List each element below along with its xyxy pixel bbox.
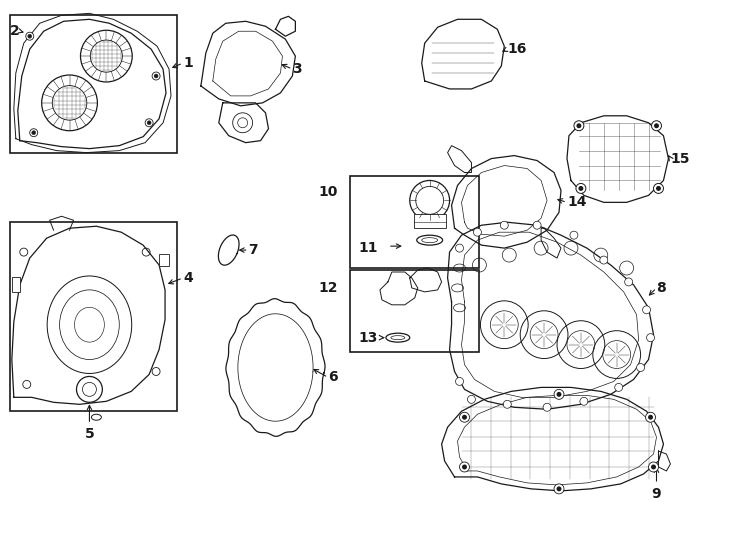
Circle shape: [456, 244, 463, 252]
Polygon shape: [219, 235, 239, 265]
Circle shape: [600, 256, 608, 264]
Circle shape: [574, 121, 584, 131]
Bar: [159, 254, 169, 266]
Polygon shape: [18, 19, 166, 148]
Circle shape: [647, 334, 655, 342]
Polygon shape: [219, 103, 269, 143]
Text: 11: 11: [358, 241, 377, 255]
Bar: [414, 214, 446, 228]
Polygon shape: [226, 299, 325, 436]
Text: 8: 8: [656, 281, 666, 295]
Circle shape: [152, 72, 160, 80]
Circle shape: [456, 377, 463, 386]
Text: 1: 1: [183, 56, 193, 70]
Circle shape: [642, 306, 650, 314]
Polygon shape: [451, 156, 561, 248]
Circle shape: [533, 221, 541, 229]
Circle shape: [26, 32, 34, 40]
Text: 12: 12: [319, 281, 338, 295]
Bar: [12, 278, 20, 292]
Text: 2: 2: [10, 24, 20, 38]
Circle shape: [649, 462, 658, 472]
Ellipse shape: [386, 333, 410, 342]
Polygon shape: [50, 217, 73, 230]
Circle shape: [543, 403, 551, 411]
Text: 7: 7: [249, 243, 258, 257]
Polygon shape: [12, 226, 165, 404]
Circle shape: [468, 395, 476, 403]
Polygon shape: [567, 116, 669, 202]
Polygon shape: [380, 272, 418, 305]
Text: 4: 4: [183, 271, 193, 285]
Circle shape: [473, 228, 482, 236]
Circle shape: [459, 412, 470, 422]
Circle shape: [576, 184, 586, 193]
Text: 15: 15: [670, 152, 690, 166]
Circle shape: [459, 462, 470, 472]
Bar: [350, 270, 479, 352]
Text: 9: 9: [652, 487, 661, 501]
Polygon shape: [422, 19, 504, 89]
Circle shape: [646, 412, 655, 422]
Circle shape: [32, 131, 36, 134]
Circle shape: [154, 74, 158, 78]
Circle shape: [147, 121, 151, 125]
Polygon shape: [275, 16, 295, 36]
Text: 14: 14: [567, 195, 586, 210]
Polygon shape: [448, 146, 471, 172]
Circle shape: [636, 363, 644, 372]
Circle shape: [504, 400, 512, 408]
Circle shape: [556, 392, 562, 397]
Circle shape: [570, 231, 578, 239]
Circle shape: [462, 415, 467, 420]
Circle shape: [30, 129, 37, 137]
Text: 3: 3: [292, 62, 302, 76]
Text: 6: 6: [328, 370, 338, 384]
Ellipse shape: [417, 235, 443, 245]
Circle shape: [652, 121, 661, 131]
Circle shape: [28, 34, 32, 38]
Circle shape: [410, 180, 449, 220]
Circle shape: [576, 123, 581, 128]
Polygon shape: [658, 451, 670, 471]
Circle shape: [653, 184, 664, 193]
Text: 5: 5: [84, 427, 94, 441]
Circle shape: [501, 221, 508, 229]
Circle shape: [554, 389, 564, 400]
Circle shape: [145, 119, 153, 127]
Circle shape: [651, 464, 656, 469]
Polygon shape: [541, 228, 561, 258]
Bar: [350, 177, 479, 268]
Ellipse shape: [92, 414, 101, 420]
Polygon shape: [201, 21, 295, 106]
Text: 10: 10: [319, 185, 338, 199]
Polygon shape: [442, 387, 664, 491]
Circle shape: [462, 464, 467, 469]
Bar: [10, 222, 177, 411]
Circle shape: [554, 484, 564, 494]
Circle shape: [648, 415, 653, 420]
Circle shape: [656, 186, 661, 191]
Polygon shape: [448, 222, 653, 409]
Circle shape: [578, 186, 584, 191]
Circle shape: [654, 123, 659, 128]
Bar: [10, 15, 177, 153]
Circle shape: [42, 75, 98, 131]
Circle shape: [81, 30, 132, 82]
Text: 16: 16: [507, 42, 527, 56]
Text: 13: 13: [358, 330, 377, 345]
Circle shape: [625, 278, 633, 286]
Circle shape: [614, 383, 622, 392]
Polygon shape: [410, 268, 442, 292]
Circle shape: [556, 487, 562, 491]
Circle shape: [580, 397, 588, 406]
